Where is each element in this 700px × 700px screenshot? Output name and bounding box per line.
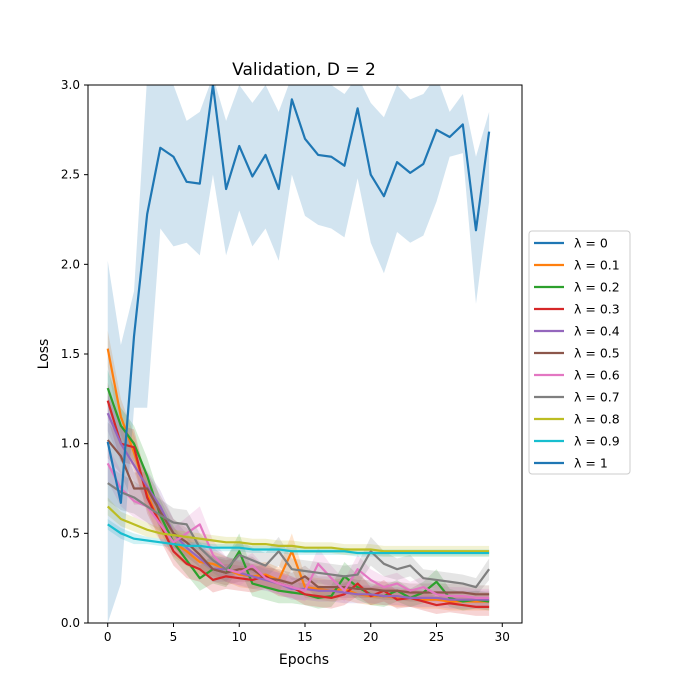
series-lines [106, 85, 491, 608]
line-series-9 [107, 523, 490, 555]
legend-label: λ = 0 [574, 236, 608, 251]
line-series-6 [106, 462, 490, 599]
legend-label: λ = 0.7 [574, 390, 620, 405]
x-axis-label: Epochs [279, 652, 329, 668]
line-series-8 [106, 505, 490, 553]
x-axis-ticks: 0 5 10 15 20 25 30 [104, 623, 510, 644]
legend: λ = 0 λ = 0.1 λ = 0.2 λ = 0.3 λ = 0.4 λ = 0.5… [528, 230, 631, 475]
legend-label: λ = 0.8 [574, 412, 620, 427]
y-axis-ticks: 0.0 0.5 1.0 1.5 2.0 2.5 3.0 [61, 78, 88, 630]
line-series-3 [106, 400, 490, 608]
legend-label: λ = 0.5 [574, 346, 620, 361]
band-series-10 [107, 85, 490, 623]
legend-frame [528, 230, 631, 475]
line-series-7 [107, 482, 491, 589]
x-tick-label: 25 [429, 630, 444, 644]
y-tick-label: 2.5 [61, 168, 80, 182]
x-tick-label: 15 [297, 630, 312, 644]
y-tick-label: 1.0 [61, 437, 80, 451]
y-axis-label: Loss [36, 339, 52, 370]
line-series-10 [106, 85, 491, 504]
y-tick-label: 0.0 [61, 616, 80, 630]
y-tick-label: 1.5 [61, 347, 80, 361]
legend-label: λ = 0.2 [574, 280, 620, 295]
y-tick-label: 3.0 [61, 78, 80, 92]
y-tick-label: 0.5 [61, 526, 80, 540]
legend-label: λ = 0.3 [574, 302, 620, 317]
legend-label: λ = 0.1 [574, 258, 620, 273]
band-series-6 [107, 445, 490, 607]
x-tick-label: 10 [232, 630, 247, 644]
x-tick-label: 0 [104, 630, 112, 644]
line-series-5 [106, 439, 490, 596]
legend-label: λ = 0.4 [574, 324, 620, 339]
legend-label: λ = 0.6 [574, 368, 620, 383]
x-tick-label: 20 [363, 630, 378, 644]
x-tick-label: 30 [495, 630, 510, 644]
y-tick-label: 2.0 [61, 257, 80, 271]
x-tick-label: 5 [170, 630, 178, 644]
chart-title: Validation, D = 2 [232, 60, 376, 80]
legend-label: λ = 0.9 [574, 434, 620, 449]
band-series-4 [107, 395, 490, 609]
band-series-8 [107, 497, 490, 557]
legend-label: λ = 1 [574, 456, 608, 471]
